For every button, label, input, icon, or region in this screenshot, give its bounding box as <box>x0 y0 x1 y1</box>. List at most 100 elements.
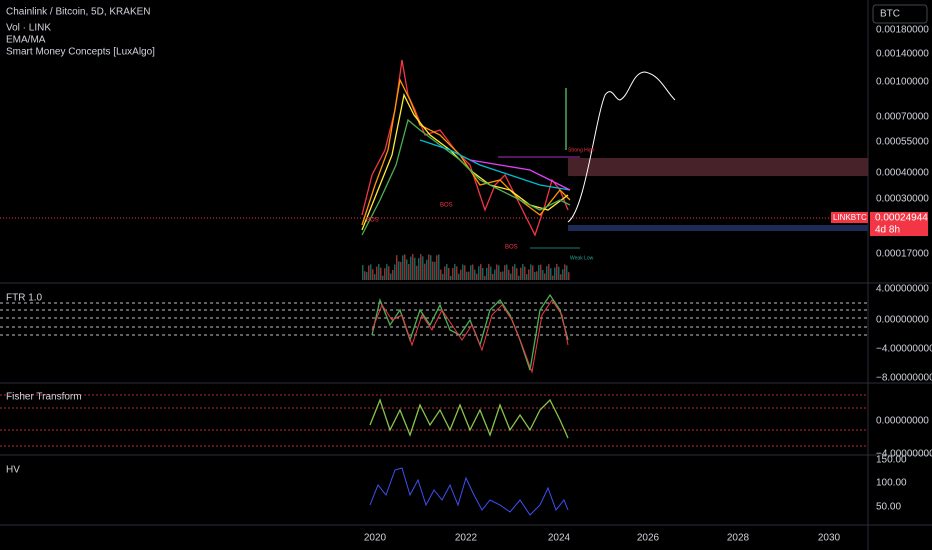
volume-bar <box>558 266 560 280</box>
volume-bar <box>456 266 458 280</box>
volume-bar <box>496 264 498 280</box>
volume-bar <box>374 274 376 280</box>
volume-bar <box>500 271 502 280</box>
volume-bar <box>488 264 490 280</box>
volume-bar <box>554 267 556 280</box>
volume-bar <box>434 261 436 280</box>
volume-bar <box>532 265 534 280</box>
price-axis-label: 0.00100000 <box>876 77 929 88</box>
time-axis-label: 2020 <box>364 533 387 544</box>
volume-bars <box>362 254 570 280</box>
volume-bar <box>522 264 524 280</box>
pane-axis-label: 0.00000000 <box>876 416 929 427</box>
volume-bar <box>472 264 474 280</box>
volume-bar <box>530 264 532 280</box>
pane-axis-label: 4.00000000 <box>876 284 929 295</box>
volume-bar <box>514 264 516 280</box>
volume-bar <box>474 269 476 280</box>
last-price: 0.00024944 <box>875 213 928 224</box>
currency-button[interactable] <box>872 4 928 24</box>
volume-bar <box>394 264 396 280</box>
volume-bar <box>412 254 414 280</box>
pane-title: HV <box>6 465 20 476</box>
volume-bar <box>516 268 518 280</box>
volume-bar <box>430 255 432 280</box>
volume-bar <box>372 269 374 280</box>
volume-bar <box>512 266 514 280</box>
price-axis-label: 0.00040000 <box>876 168 929 179</box>
volume-bar <box>376 266 378 280</box>
volume-bar <box>384 268 386 280</box>
volume-bar <box>362 265 364 280</box>
volume-bar <box>366 272 368 280</box>
volume-bar <box>380 267 382 280</box>
volume-bar <box>534 271 536 280</box>
volume-bar <box>448 267 450 280</box>
volume-bar <box>444 266 446 280</box>
volume-bar <box>518 275 520 280</box>
time-axis-label: 2030 <box>818 533 841 544</box>
bos-label: BOS <box>366 218 379 224</box>
volume-bar <box>460 269 462 280</box>
pane-axis-label: −4.00000000 <box>876 449 932 460</box>
pane-axis-label: −8.00000000 <box>876 373 932 384</box>
volume-bar <box>498 265 500 280</box>
volume-bar <box>446 264 448 280</box>
volume-bar <box>524 266 526 280</box>
volume-bar <box>538 265 540 280</box>
symbol-title: Chainlink / Bitcoin, 5D, KRAKEN <box>6 7 151 18</box>
supply-zone <box>568 158 868 176</box>
volume-bar <box>388 266 390 280</box>
volume-bar <box>492 273 494 280</box>
time-axis-label: 2022 <box>455 533 478 544</box>
volume-bar <box>562 269 564 280</box>
volume-bar <box>398 261 400 280</box>
volume-bar <box>478 266 480 280</box>
volume-bar <box>528 269 530 280</box>
volume-bar <box>426 259 428 280</box>
price-axis-label: 0.00180000 <box>876 25 929 36</box>
price-badge <box>870 212 928 236</box>
volume-bar <box>546 266 548 280</box>
price-axis-label: 0.00017000 <box>876 249 929 260</box>
volume-bar <box>368 265 370 280</box>
volume-bar <box>548 264 550 280</box>
volume-bar <box>544 273 546 280</box>
volume-bar <box>410 256 412 280</box>
currency-label[interactable]: BTC <box>880 9 900 20</box>
volume-bar <box>470 265 472 280</box>
pane-axis-label: 150.00 <box>876 455 907 466</box>
countdown: 4d 8h <box>875 225 900 236</box>
volume-bar <box>442 273 444 280</box>
volume-bar <box>378 264 380 280</box>
bos-label: BOS <box>505 245 518 251</box>
volume-bar <box>386 264 388 280</box>
volume-bar <box>504 265 506 280</box>
volume-bar <box>396 255 398 280</box>
volume-bar <box>416 265 418 280</box>
price-axis-label: 0.00030000 <box>876 194 929 205</box>
volume-bar <box>506 264 508 280</box>
pane-axis-label: 100.00 <box>876 478 907 489</box>
volume-bar <box>480 264 482 280</box>
volume-bar <box>406 259 408 280</box>
volume-bar <box>436 255 438 280</box>
volume-bar <box>422 256 424 280</box>
time-axis-label: 2026 <box>637 533 660 544</box>
volume-bar <box>400 261 402 280</box>
volume-bar <box>404 254 406 280</box>
volume-bar <box>390 273 392 280</box>
volume-bar <box>508 269 510 280</box>
volume-bar <box>536 271 538 280</box>
time-axis-label: 2028 <box>727 533 750 544</box>
volume-bar <box>382 275 384 280</box>
volume-bar <box>454 264 456 280</box>
volume-bar <box>552 275 554 280</box>
price-lines <box>361 59 676 237</box>
volume-bar <box>542 270 544 280</box>
volume-bar <box>402 255 404 280</box>
volume-bar <box>392 269 394 280</box>
indicator-name: EMA/MA <box>6 35 46 46</box>
symbol-badge <box>831 212 868 223</box>
